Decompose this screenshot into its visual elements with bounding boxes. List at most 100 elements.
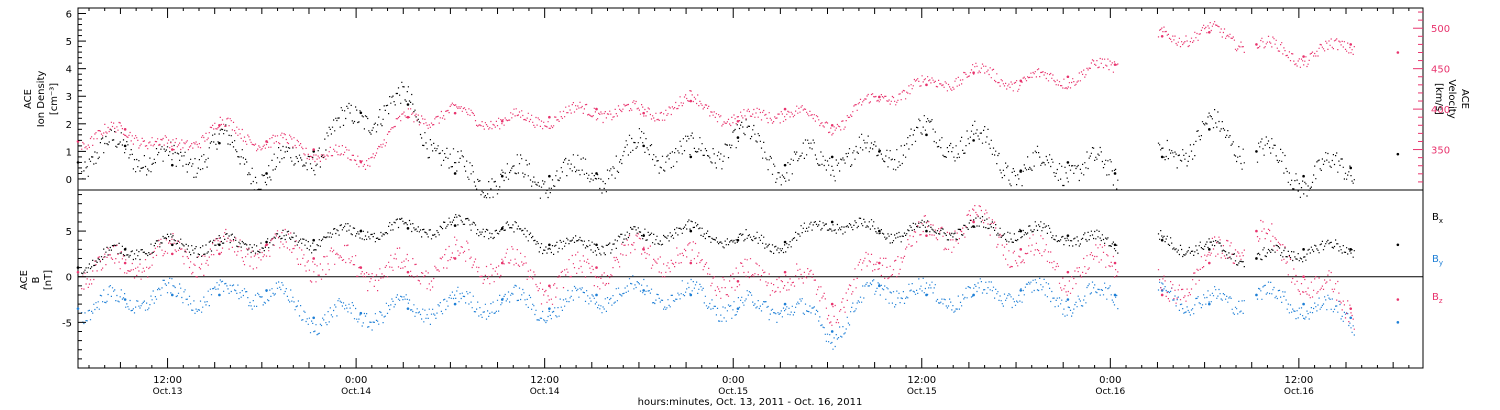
- time-tick-label: 12:00: [530, 375, 559, 386]
- density-series-data-point: [359, 111, 363, 115]
- bz-series-data-point: [500, 261, 504, 265]
- bx-series-data-point: [406, 227, 410, 230]
- date-tick-label: Oct.16: [1284, 387, 1314, 397]
- velocity-series-data-point: [595, 107, 598, 111]
- velocity-series-data-point: [1396, 51, 1400, 54]
- density-series-data-point: [1113, 172, 1117, 175]
- density-axis-ticks: 0 1 2 3 4 5 6: [66, 10, 86, 186]
- magnetic-field-panel-frame: [77, 189, 1424, 369]
- density-series-points: [81, 81, 1355, 199]
- velocity-series-data-point: [359, 160, 363, 163]
- density-series-data-point: [783, 163, 787, 167]
- time-axis-ticks: 12:00Oct.130:00Oct.1412:00Oct.140:00Oct.…: [88, 8, 1410, 397]
- by-series-data-point: [453, 302, 457, 306]
- time-tick-label: 12:00: [153, 375, 182, 386]
- legend-by: By: [1432, 254, 1443, 267]
- by-series-data-point: [925, 293, 928, 297]
- density-series-data-point: [925, 133, 928, 137]
- bx-series-data-point: [783, 240, 787, 244]
- density-series-data-point: [123, 144, 127, 148]
- density-tick-label: 0: [66, 175, 72, 186]
- density-series-data-point: [878, 150, 881, 153]
- velocity-series-data-point: [830, 123, 834, 127]
- bx-series-data-point: [1066, 234, 1070, 237]
- bx-series-data-point: [925, 229, 928, 233]
- velocity-series-data-point: [453, 111, 457, 115]
- bx-series-data-point: [548, 243, 551, 247]
- by-series-data-point: [1255, 293, 1258, 297]
- bx-series-data-point: [1396, 243, 1400, 247]
- field-tick-label: 5: [66, 227, 72, 238]
- bx-series-data-point: [972, 225, 975, 228]
- field-axis-ticks: -5 0 5: [62, 194, 86, 360]
- field-legend: Bx By Bz: [1432, 212, 1443, 305]
- field-tick-label: 0: [66, 273, 72, 284]
- bz-series-data-point: [878, 261, 881, 265]
- density-series-data-point: [642, 144, 645, 148]
- bz-series-data-point: [123, 261, 127, 265]
- bx-series-data-point: [830, 220, 834, 224]
- bx-series-data-point: [1160, 238, 1164, 242]
- density-velocity-plot-area: [76, 21, 1400, 199]
- date-tick-label: Oct.13: [153, 387, 183, 397]
- by-series-data-point: [736, 307, 740, 310]
- bz-series-data-point: [1302, 275, 1305, 279]
- density-series-data-point: [972, 139, 975, 142]
- bx-series-data-point: [123, 248, 127, 251]
- date-tick-label: Oct.15: [718, 387, 748, 397]
- by-series-data-point: [878, 284, 881, 288]
- bz-series-data-point: [453, 257, 457, 260]
- bx-series-data-point: [500, 227, 504, 230]
- bz-series-data-point: [265, 243, 268, 247]
- density-series-data-point: [1396, 152, 1400, 156]
- bz-series-data-point: [1396, 298, 1400, 301]
- velocity-axis-label: ACE Velocity [km/s]: [1433, 79, 1470, 118]
- legend-bx: Bx: [1432, 212, 1443, 225]
- by-series-data-point: [312, 316, 315, 320]
- density-tick-label: 5: [66, 37, 72, 48]
- density-series-data-point: [1255, 150, 1258, 153]
- density-series-data-point: [595, 172, 598, 175]
- by-series-data-point: [265, 289, 268, 292]
- velocity-series-data-point: [1113, 63, 1117, 66]
- bx-series-data-point: [218, 243, 221, 247]
- velocity-series-data-point: [1208, 30, 1211, 34]
- density-series-data-point: [453, 172, 457, 175]
- bx-series-data-point: [359, 229, 363, 233]
- date-tick-label: Oct.15: [907, 387, 937, 397]
- density-series-data-point: [1160, 155, 1164, 159]
- density-series-data-point: [548, 174, 551, 178]
- bx-series: [76, 214, 1400, 275]
- bx-series-data-point: [312, 238, 315, 242]
- bx-series-data-point: [265, 240, 268, 244]
- density-series-data-point: [689, 155, 693, 159]
- legend-bz: Bz: [1432, 292, 1443, 305]
- magnetic-field-plot-area: [76, 205, 1423, 350]
- bz-series-data-point: [736, 279, 740, 283]
- velocity-series-data-point: [406, 115, 410, 119]
- bx-series-data-point: [453, 224, 457, 227]
- density-axis-label-line1: ACE: [23, 89, 34, 109]
- density-series-data-point: [1302, 174, 1305, 178]
- bz-series-data-point: [1019, 248, 1023, 251]
- density-series-data-point: [1019, 169, 1023, 172]
- density-series-data-point: [312, 150, 315, 153]
- date-tick-label: Oct.16: [1095, 387, 1125, 397]
- bz-series-data-point: [312, 257, 315, 260]
- by-series-data-point: [218, 293, 221, 297]
- velocity-series-data-point: [218, 123, 221, 127]
- density-series: [76, 81, 1400, 199]
- bz-series-data-point: [972, 220, 975, 224]
- by-series-data-point: [1019, 289, 1023, 292]
- by-series-data-point: [359, 311, 363, 315]
- bx-series-data-point: [1349, 248, 1353, 251]
- bx-series-data-point: [1302, 248, 1305, 251]
- bz-series-data-point: [1113, 261, 1117, 265]
- velocity-series-data-point: [170, 148, 174, 151]
- bz-series-data-point: [406, 270, 410, 274]
- time-tick-label: 12:00: [1284, 375, 1313, 386]
- bz-series-data-point: [359, 266, 363, 269]
- bz-series-data-point: [830, 302, 834, 306]
- time-tick-label: 12:00: [907, 375, 936, 386]
- velocity-series-data-point: [642, 111, 645, 115]
